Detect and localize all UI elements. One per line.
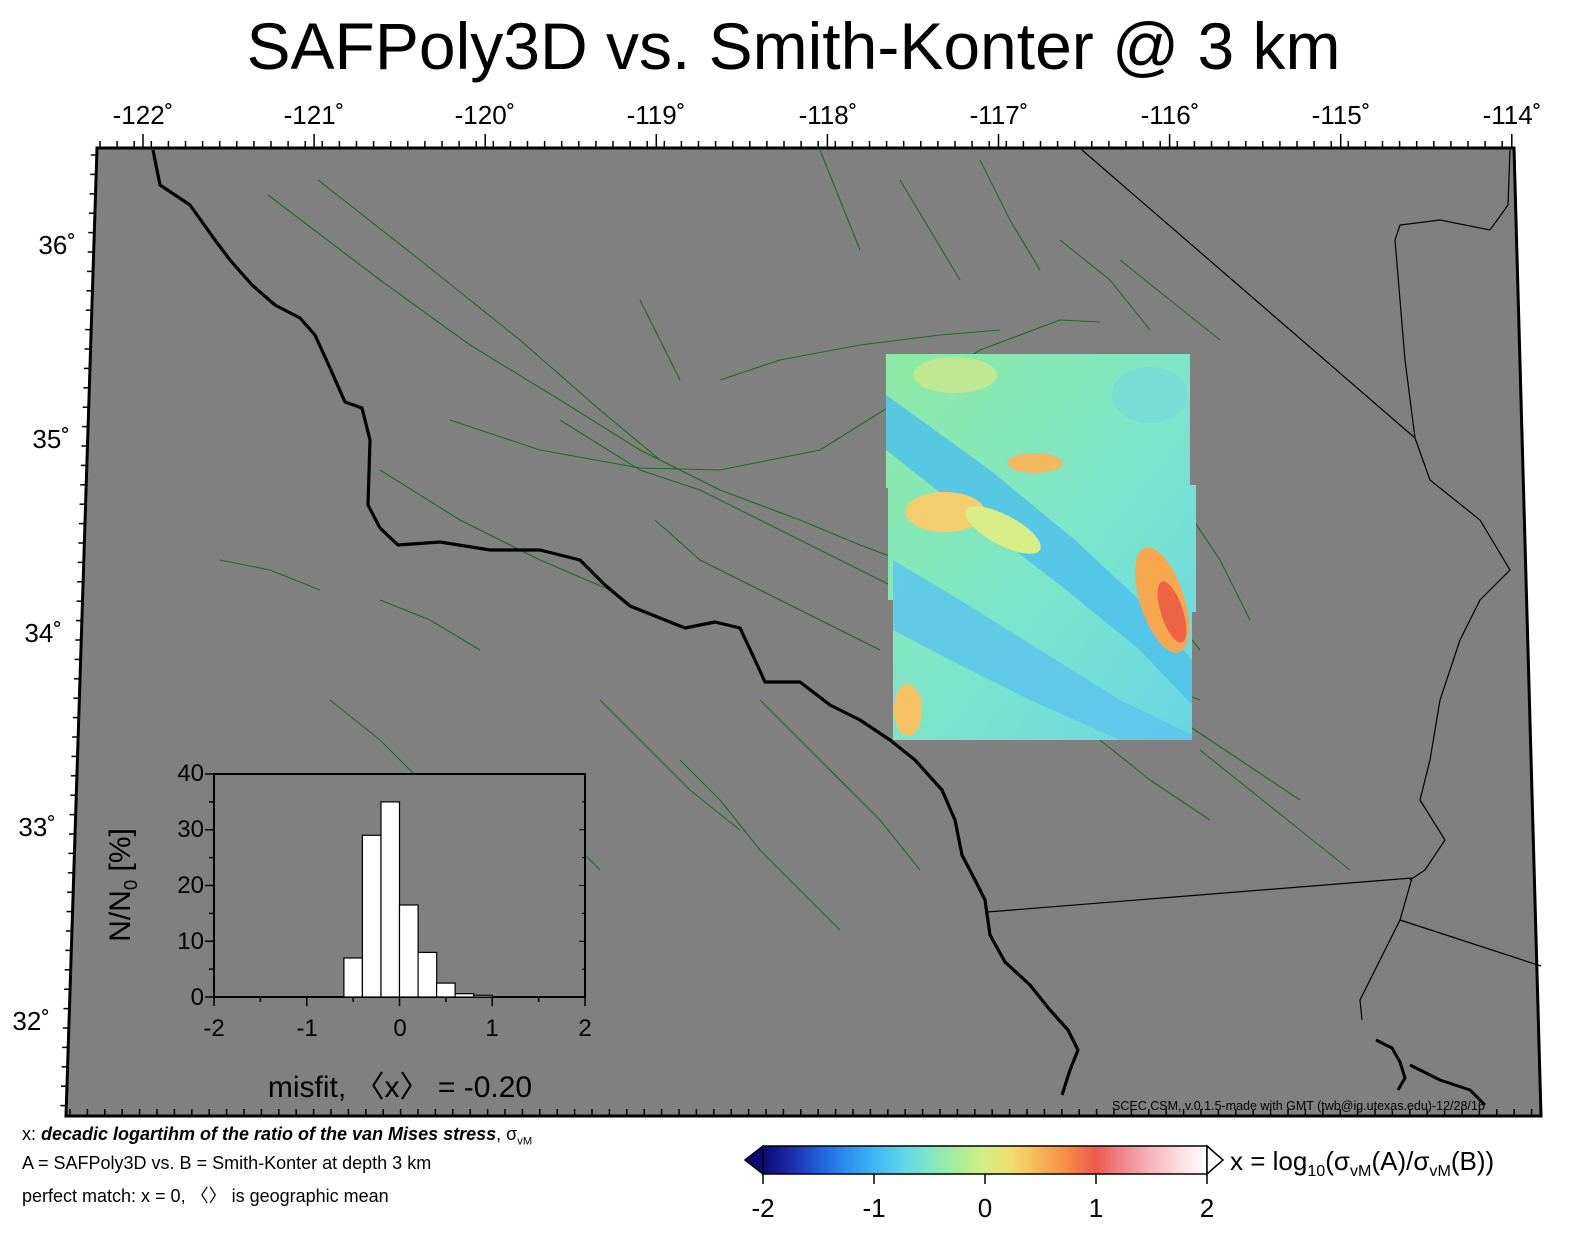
fault-trace [599, 699, 741, 831]
colorbar-label: x = log10(σvM(A)/σvM(B)) [1230, 1146, 1494, 1181]
fault-trace [1099, 739, 1211, 821]
note-prefix: x: [22, 1124, 42, 1144]
histogram-ticks [205, 773, 586, 1006]
lon-tick-label: -114˚ [1482, 100, 1542, 130]
figure-title: SAFPoly3D vs. Smith-Konter @ 3 km [246, 9, 1341, 83]
fault-trace [449, 319, 1101, 471]
cb-label-part: x = log [1230, 1146, 1308, 1176]
histogram-bar [454, 993, 475, 998]
colorbar-ticks [762, 1174, 1208, 1184]
histogram-ytick: 30 [177, 816, 204, 843]
lon-tick-label: -119˚ [626, 100, 686, 130]
fault-trace [654, 519, 881, 651]
ylabel-unit: [%] [104, 828, 137, 880]
note-subscript: vM [517, 1135, 533, 1148]
colorbar-low-triangle [743, 1144, 764, 1176]
histogram-ylabel: N/N0 [%] [104, 828, 142, 942]
fault-trace [317, 179, 661, 461]
cb-label-sub: 10 [1307, 1162, 1326, 1181]
credit-text: SCEC CSM, v.0.1.5-made with GMT (twb@ig.… [1112, 1099, 1485, 1113]
lat-tick-label: 33˚ [18, 812, 56, 842]
note-suffix: , σ [496, 1124, 518, 1144]
fault-trace [1119, 259, 1221, 341]
colorbar-tick-label: 0 [977, 1193, 993, 1223]
histogram-xtick: 0 [393, 1015, 407, 1042]
lon-tick-label: -121˚ [283, 100, 345, 130]
fault-trace [819, 149, 861, 251]
fault-trace [379, 469, 611, 591]
lon-tick-label: -118˚ [798, 100, 858, 130]
histogram-bars [343, 801, 493, 998]
histogram-ytick: 20 [177, 872, 204, 899]
histogram-ytick: 0 [190, 984, 204, 1011]
histogram-ytick: 10 [177, 928, 204, 955]
histogram-bar [417, 951, 438, 998]
colorbar-tick-label: -2 [751, 1193, 775, 1223]
lon-tick-label: -116˚ [1140, 100, 1200, 130]
fault-trace [219, 559, 321, 591]
note-line-1: x: decadic logartihm of the ratio of the… [22, 1124, 532, 1148]
coastline [151, 149, 1080, 1096]
lon-tick-label: -122˚ [112, 100, 174, 130]
cb-label-part: (A)/σ [1371, 1146, 1430, 1176]
lon-tick-label: -115˚ [1311, 100, 1371, 130]
histogram-bar [380, 801, 401, 998]
frame-ticks [60, 134, 1533, 1116]
histogram-xtick: 2 [578, 1015, 592, 1042]
histogram-xlabel: misfit, 〈x〉 = -0.20 [267, 1071, 533, 1104]
colorbar-ramp [762, 1145, 1208, 1175]
lat-tick-label: 35˚ [32, 424, 70, 454]
map-border [64, 146, 1543, 1118]
cb-label-part: (B)) [1450, 1146, 1495, 1176]
histogram-xtick: 1 [485, 1015, 499, 1042]
histogram-bar [436, 982, 456, 998]
histogram-bar [343, 957, 363, 998]
histogram-xtick: -2 [203, 1015, 225, 1042]
lat-tick-label: 36˚ [38, 230, 76, 260]
lon-tick-label: -120˚ [454, 100, 516, 130]
histogram-xtick: -1 [296, 1015, 318, 1042]
fault-trace [979, 159, 1041, 271]
ylabel-subscript: 0 [120, 879, 141, 891]
political-borders [986, 149, 1542, 1021]
histogram-ytick: 40 [177, 760, 204, 787]
note-italic: decadic logartihm of the ratio of the va… [41, 1124, 497, 1144]
histogram-bar [398, 904, 419, 998]
fault-trace [719, 329, 1001, 381]
colorbar-tick-label: -1 [862, 1193, 886, 1223]
inset-histogram [205, 773, 586, 1006]
fault-trace [829, 769, 921, 871]
fault-trace [1199, 749, 1351, 871]
cb-label-sub: vM [1349, 1162, 1372, 1181]
fault-trace [899, 179, 961, 281]
colorbar-high-triangle [1206, 1144, 1225, 1176]
fault-trace [639, 299, 681, 381]
colorbar [743, 1144, 1225, 1184]
coastline-baja [1375, 1038, 1487, 1107]
colorbar-tick-label: 1 [1088, 1193, 1104, 1223]
note-line-2: A = SAFPoly3D vs. B = Smith-Konter at de… [22, 1153, 432, 1173]
fault-trace [679, 759, 841, 931]
fault-trace [379, 599, 481, 651]
fault-trace [1059, 239, 1151, 331]
note-line-3: perfect match: x = 0, 〈〉 is geographic m… [22, 1186, 389, 1206]
ylabel-text: N/N [104, 890, 137, 942]
fault-trace [267, 194, 901, 561]
histogram-bar [361, 834, 382, 998]
lat-tick-label: 32˚ [12, 1006, 50, 1036]
stress-ratio-overlay [886, 354, 1196, 740]
lat-tick-label: 34˚ [24, 618, 62, 648]
cb-label-sub: vM [1429, 1162, 1451, 1181]
cb-label-part: (σ [1325, 1146, 1350, 1176]
colorbar-tick-label: 2 [1199, 1193, 1215, 1223]
histogram-bar [473, 994, 493, 998]
lon-tick-label: -117˚ [969, 100, 1029, 130]
